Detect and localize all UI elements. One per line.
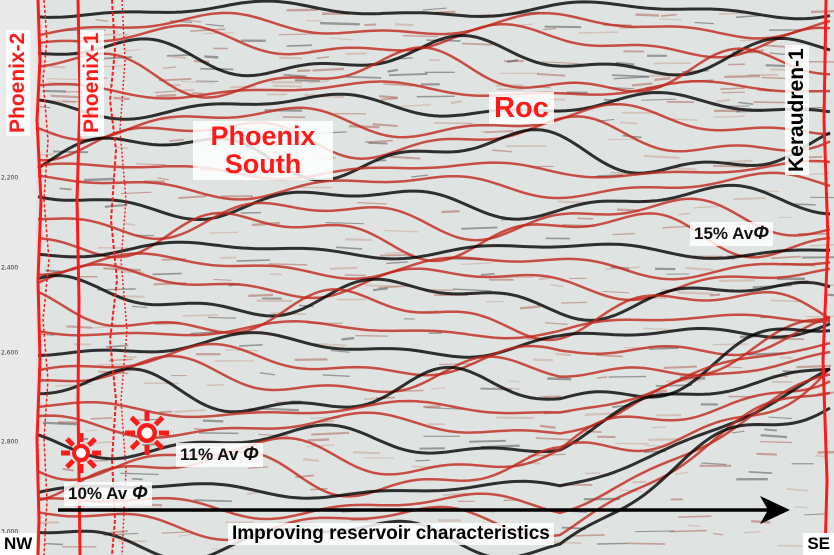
well-trace-keraudren-1 [821, 0, 830, 555]
depth-tick: 3,000 [1, 528, 19, 536]
trend-arrow-head [760, 496, 790, 524]
compass-left: NW [0, 533, 37, 555]
trend-label: Improving reservoir characteristics [228, 523, 554, 545]
porosity-value: 10% Av [68, 484, 128, 503]
phi-symbol: Φ [243, 444, 259, 465]
well-trace-phoenix-1 [75, 0, 82, 555]
well-trace-phoenix-2-log [42, 0, 50, 555]
porosity-label-keraudren-1: 15% AvΦ [690, 222, 773, 246]
field-label-roc: Roc [489, 92, 554, 125]
depth-axis: 2,200 2,400 2,600 2,800 3,000 [0, 0, 38, 555]
well-trace-phoenix-2 [35, 0, 43, 555]
depth-tick: 2,200 [1, 174, 19, 182]
phi-symbol: Φ [753, 223, 769, 244]
gas-discovery-icon [125, 411, 169, 455]
depth-tick: 2,800 [1, 438, 19, 446]
field-label-phoenix-south-text: Phoenix South [210, 121, 316, 180]
porosity-label-phoenix-2: 10% Av Φ [64, 482, 152, 506]
gas-discovery-icon [61, 433, 101, 473]
well-trace-phoenix-1-log [108, 0, 119, 555]
depth-tick: 2,400 [1, 264, 19, 272]
well-trace-phoenix-1-log-b [119, 0, 128, 555]
porosity-label-phoenix-1: 11% Av Φ [176, 443, 263, 467]
compass-right: SE [803, 533, 834, 555]
phi-symbol: Φ [131, 483, 148, 504]
seismic-reflectors [37, 0, 834, 555]
depth-tick: 2,600 [1, 349, 19, 357]
porosity-value: 15% Av [694, 224, 754, 243]
field-label-phoenix-south: Phoenix South [193, 121, 333, 180]
porosity-value: 11% Av [180, 445, 239, 464]
